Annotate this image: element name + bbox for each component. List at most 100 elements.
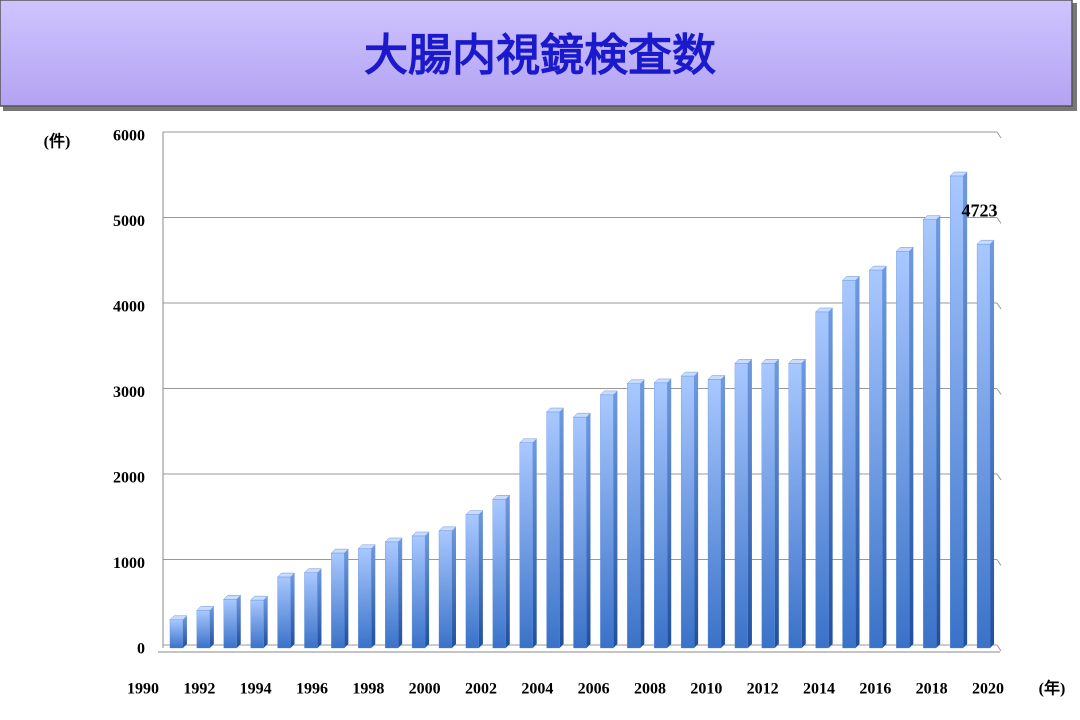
bar-face (559, 408, 564, 648)
bar-face (761, 363, 775, 649)
bar (680, 371, 699, 649)
x-tick-label: 2010 (690, 681, 722, 698)
bar-face (869, 269, 883, 649)
bar-face (734, 363, 749, 649)
bar (519, 438, 538, 649)
bar (626, 379, 645, 649)
grid-tick (996, 131, 1002, 139)
bar (707, 375, 726, 649)
bar-face (505, 495, 510, 648)
y-tick-label: 6000 (113, 128, 145, 145)
bar-face (519, 442, 533, 649)
bar (303, 568, 323, 649)
bar-face (411, 535, 426, 649)
bar-face (613, 390, 618, 648)
bar (465, 510, 484, 649)
bar-face (344, 549, 349, 648)
bar-face (250, 599, 264, 649)
x-tick-label: 1994 (240, 681, 272, 698)
bar (411, 531, 430, 649)
bar-face (949, 175, 964, 649)
bar-face (573, 416, 587, 649)
bar-face (855, 276, 860, 648)
bar-face (371, 544, 376, 648)
bar (438, 526, 457, 649)
chart-title: 大腸内視鏡検査数 (364, 30, 716, 81)
x-tick-label: 2012 (747, 681, 779, 698)
bar (788, 359, 807, 649)
bar-face (976, 244, 991, 649)
bar (169, 615, 188, 649)
bar-face (263, 596, 268, 648)
x-tick-label: 2016 (859, 681, 891, 698)
bar-face (317, 568, 322, 648)
bar (492, 494, 511, 649)
bar (196, 606, 215, 649)
grid-tick (996, 559, 1002, 566)
title-box (0, 0, 1073, 107)
bar-face (478, 510, 483, 648)
bar-face (398, 537, 403, 648)
y-tick-label: 1000 (113, 555, 145, 572)
bar (734, 359, 753, 649)
bar-face (600, 394, 614, 649)
bar-face (358, 548, 372, 649)
bar-face (331, 552, 345, 649)
grid-tick (996, 302, 1002, 310)
x-tick-label: 1990 (127, 681, 159, 698)
bar-face (182, 615, 187, 648)
bar-face (815, 311, 829, 649)
bar (868, 265, 888, 649)
bar-face (909, 247, 914, 648)
bar-face (209, 606, 214, 648)
bar-face (465, 514, 480, 649)
bar-face (438, 530, 453, 649)
bar (545, 407, 565, 649)
bar-face (882, 266, 887, 648)
bar (815, 307, 834, 649)
bar (761, 359, 780, 649)
bar-face (290, 573, 295, 648)
bar-face (546, 411, 560, 649)
bar-face (304, 572, 318, 649)
bar-face (694, 372, 699, 648)
bar (250, 595, 269, 649)
bar-face (963, 172, 968, 649)
bar-face (990, 240, 995, 648)
data-label: 4723 (962, 200, 998, 220)
x-tick-label: 1998 (352, 681, 384, 698)
bar-face (923, 219, 937, 649)
bar (599, 390, 619, 649)
bar-face (721, 375, 726, 648)
bar-face (532, 438, 537, 648)
bar (895, 247, 914, 649)
x-tick-label: 2006 (578, 681, 610, 698)
bar (653, 378, 672, 649)
bar (276, 572, 296, 649)
bar-face (169, 619, 184, 649)
bar-face (707, 379, 722, 649)
bar (572, 412, 592, 649)
bar (841, 276, 861, 649)
bar-face (236, 595, 241, 648)
x-tick-label: 2014 (803, 681, 835, 698)
x-tick-label: 2018 (916, 681, 948, 698)
x-tick-label: 2000 (409, 681, 441, 698)
bar-face (667, 378, 672, 648)
bar (976, 239, 995, 649)
grid-tick (996, 473, 1002, 481)
bar (922, 215, 941, 649)
bar-face (936, 215, 941, 648)
bar (949, 171, 968, 649)
y-tick-label: 2000 (113, 470, 145, 487)
bar-face (788, 363, 802, 649)
bar-face (627, 383, 641, 649)
grid-tick (996, 217, 1002, 224)
bar-face (586, 413, 591, 648)
grid-tick (996, 644, 1002, 652)
bar-face (385, 541, 399, 649)
bar-face (828, 307, 833, 648)
y-tick-label: 5000 (113, 213, 145, 230)
x-tick-label: 1992 (183, 681, 215, 698)
